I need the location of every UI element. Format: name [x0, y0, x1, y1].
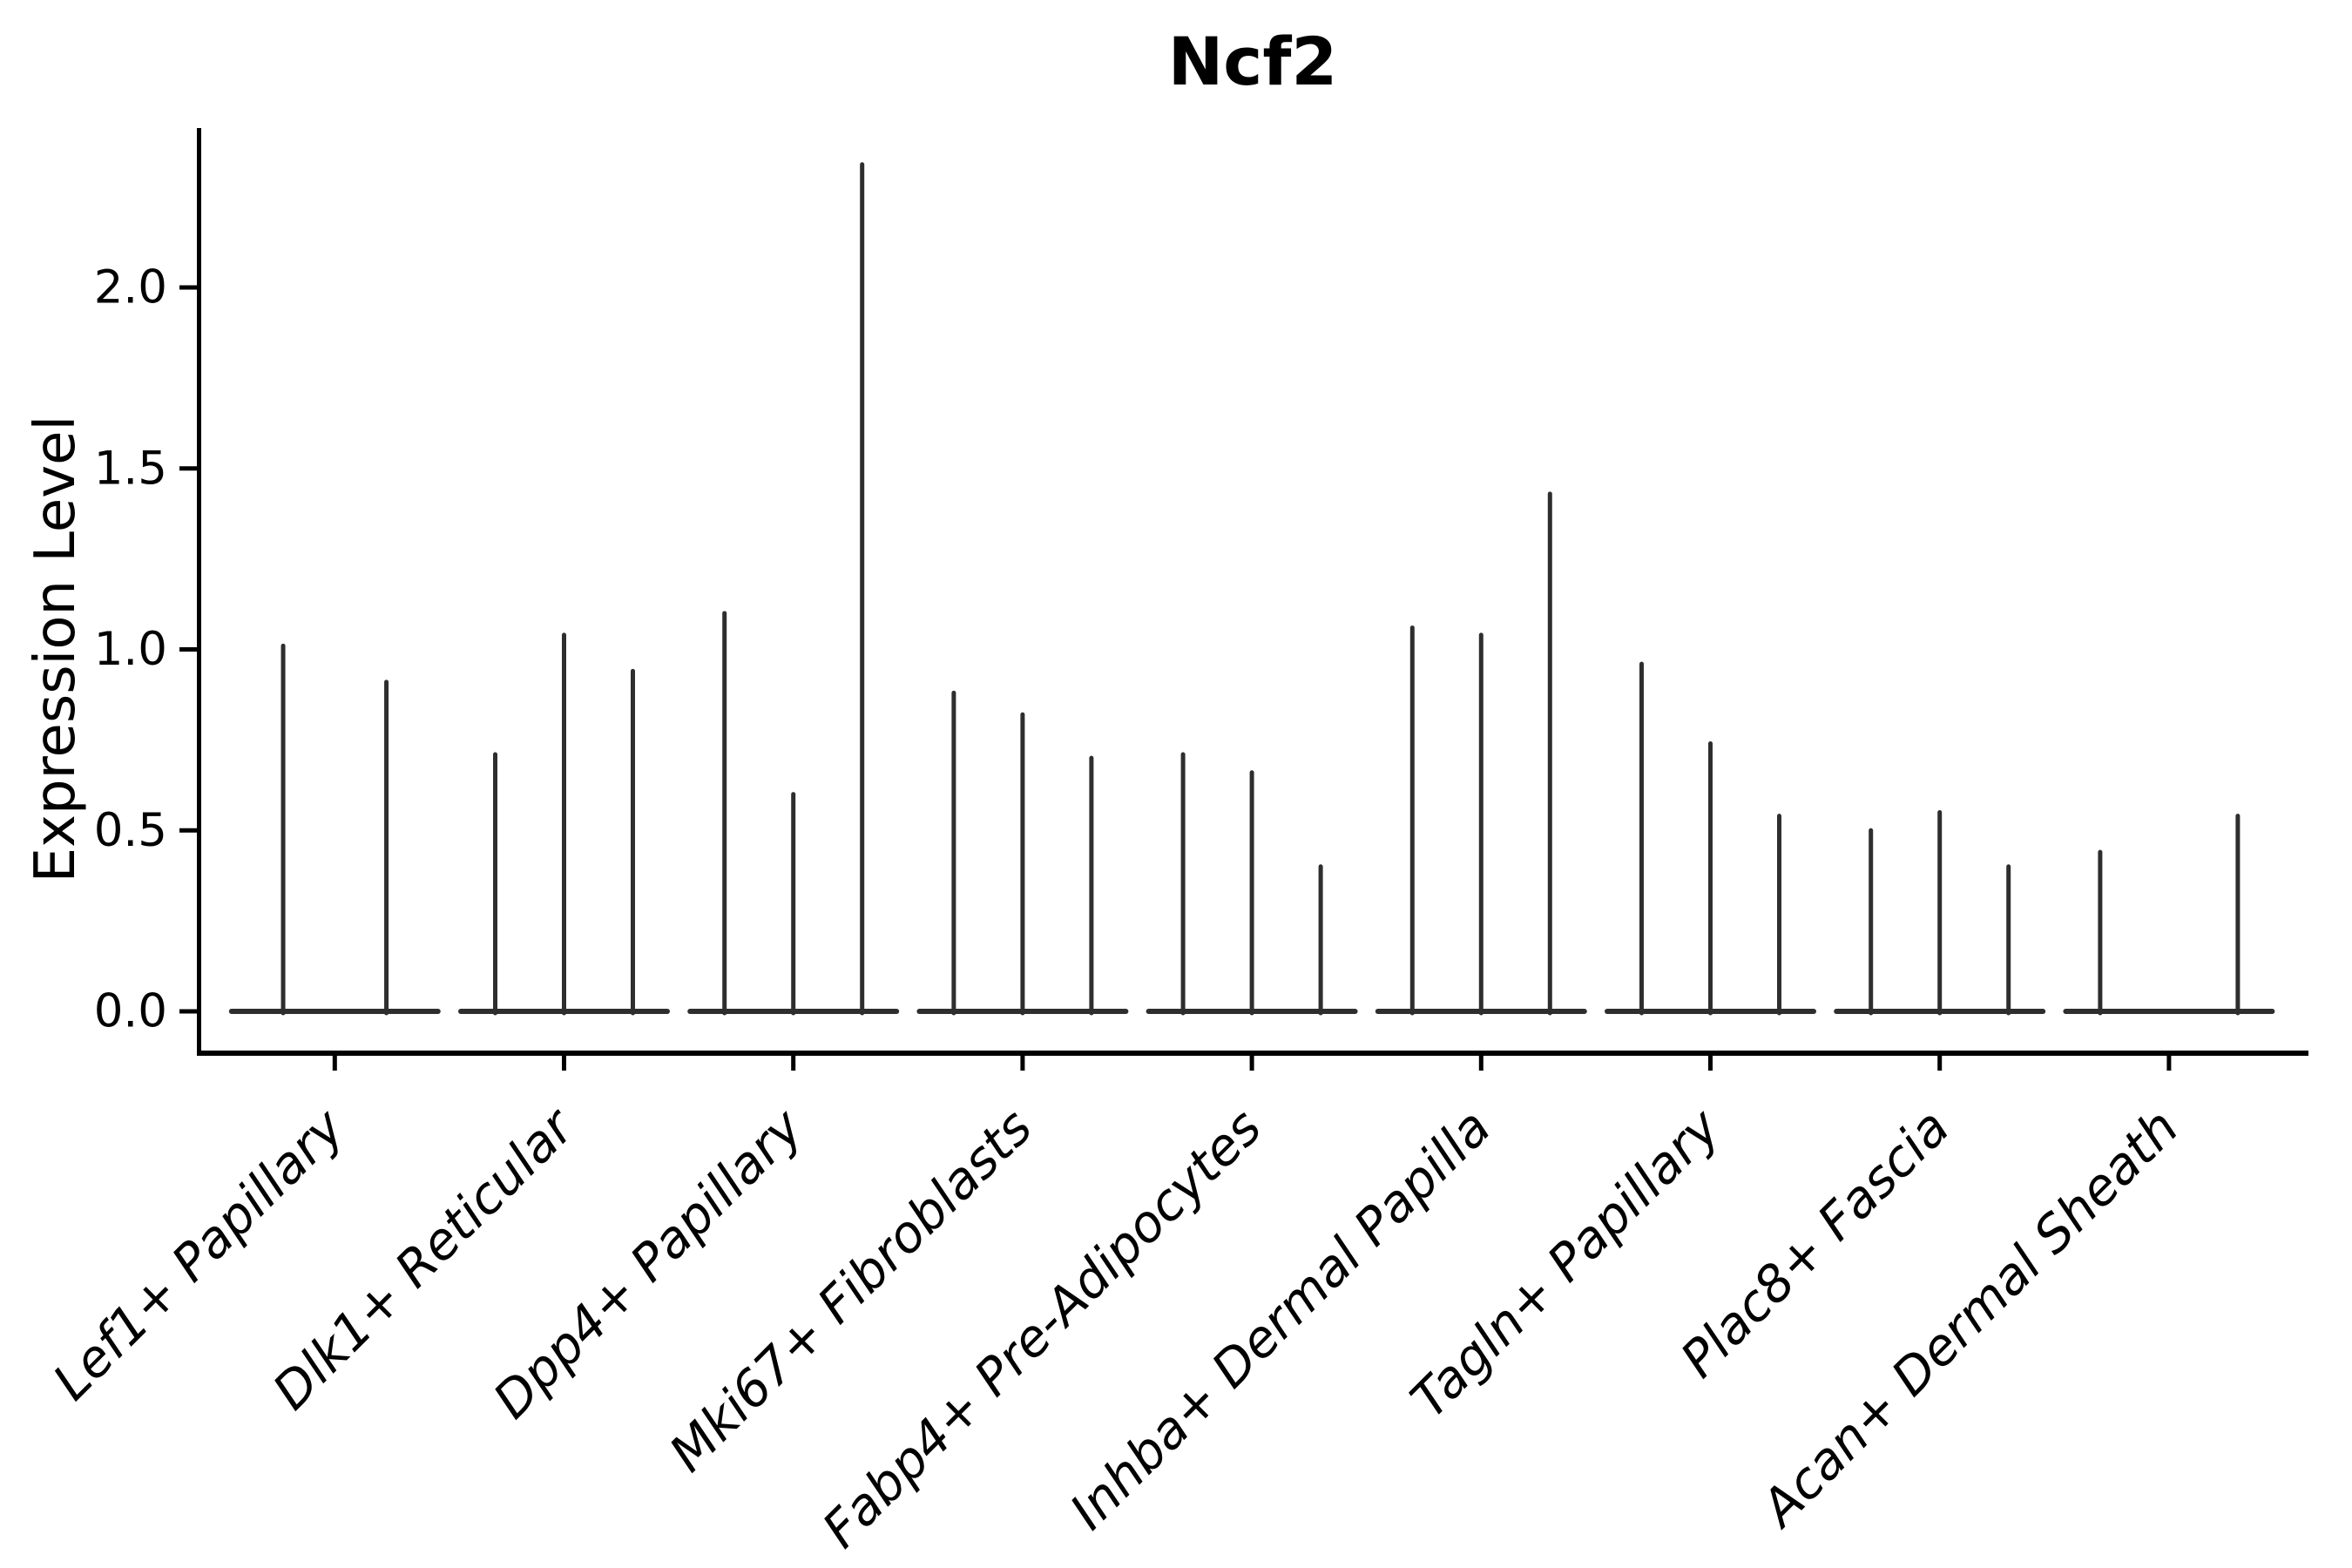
y-tick	[179, 466, 197, 471]
x-tick	[1937, 1053, 1943, 1071]
x-tick	[562, 1053, 566, 1071]
y-tick-label: 1.5	[94, 442, 167, 495]
violin-group	[1375, 491, 1587, 1016]
violin-group	[1605, 661, 1816, 1016]
y-axis-spine	[197, 128, 201, 1053]
violin-group	[916, 690, 1129, 1016]
x-tick	[1249, 1053, 1254, 1071]
violin-group	[1834, 809, 2046, 1016]
y-axis-label: Expression Level	[24, 416, 88, 883]
y-tick	[179, 285, 197, 290]
y-tick-label: 2.0	[94, 261, 167, 314]
violin-group	[228, 643, 441, 1016]
violin-group	[1146, 752, 1358, 1016]
x-tick-label: Inhba+ Dermal Papilla	[1058, 1098, 1502, 1541]
x-tick	[332, 1053, 337, 1071]
violin-glyphs	[228, 162, 2275, 1016]
x-tick	[1708, 1053, 1713, 1071]
y-tick-label: 1.0	[94, 623, 167, 676]
y-tick	[179, 647, 197, 652]
y-axis: 0.0 0.5 1.0 1.5 2.0	[94, 261, 197, 1038]
chart-title: Ncf2	[1168, 23, 1338, 100]
violin-group	[458, 632, 670, 1016]
x-tick	[1020, 1053, 1025, 1071]
y-tick-label: 0.0	[94, 985, 167, 1038]
y-tick-label: 0.5	[94, 804, 167, 857]
violin-group	[2063, 814, 2275, 1016]
x-tick-label: Acan+ Dermal Sheath	[1747, 1098, 2190, 1540]
y-tick	[179, 828, 197, 833]
x-tick	[1478, 1053, 1484, 1071]
violin-group	[687, 162, 900, 1016]
y-tick	[179, 1009, 197, 1014]
x-tick	[2166, 1053, 2172, 1071]
x-tick-label: Fabp4+ Pre-Adipocytes	[811, 1098, 1273, 1559]
x-tick	[791, 1053, 796, 1071]
